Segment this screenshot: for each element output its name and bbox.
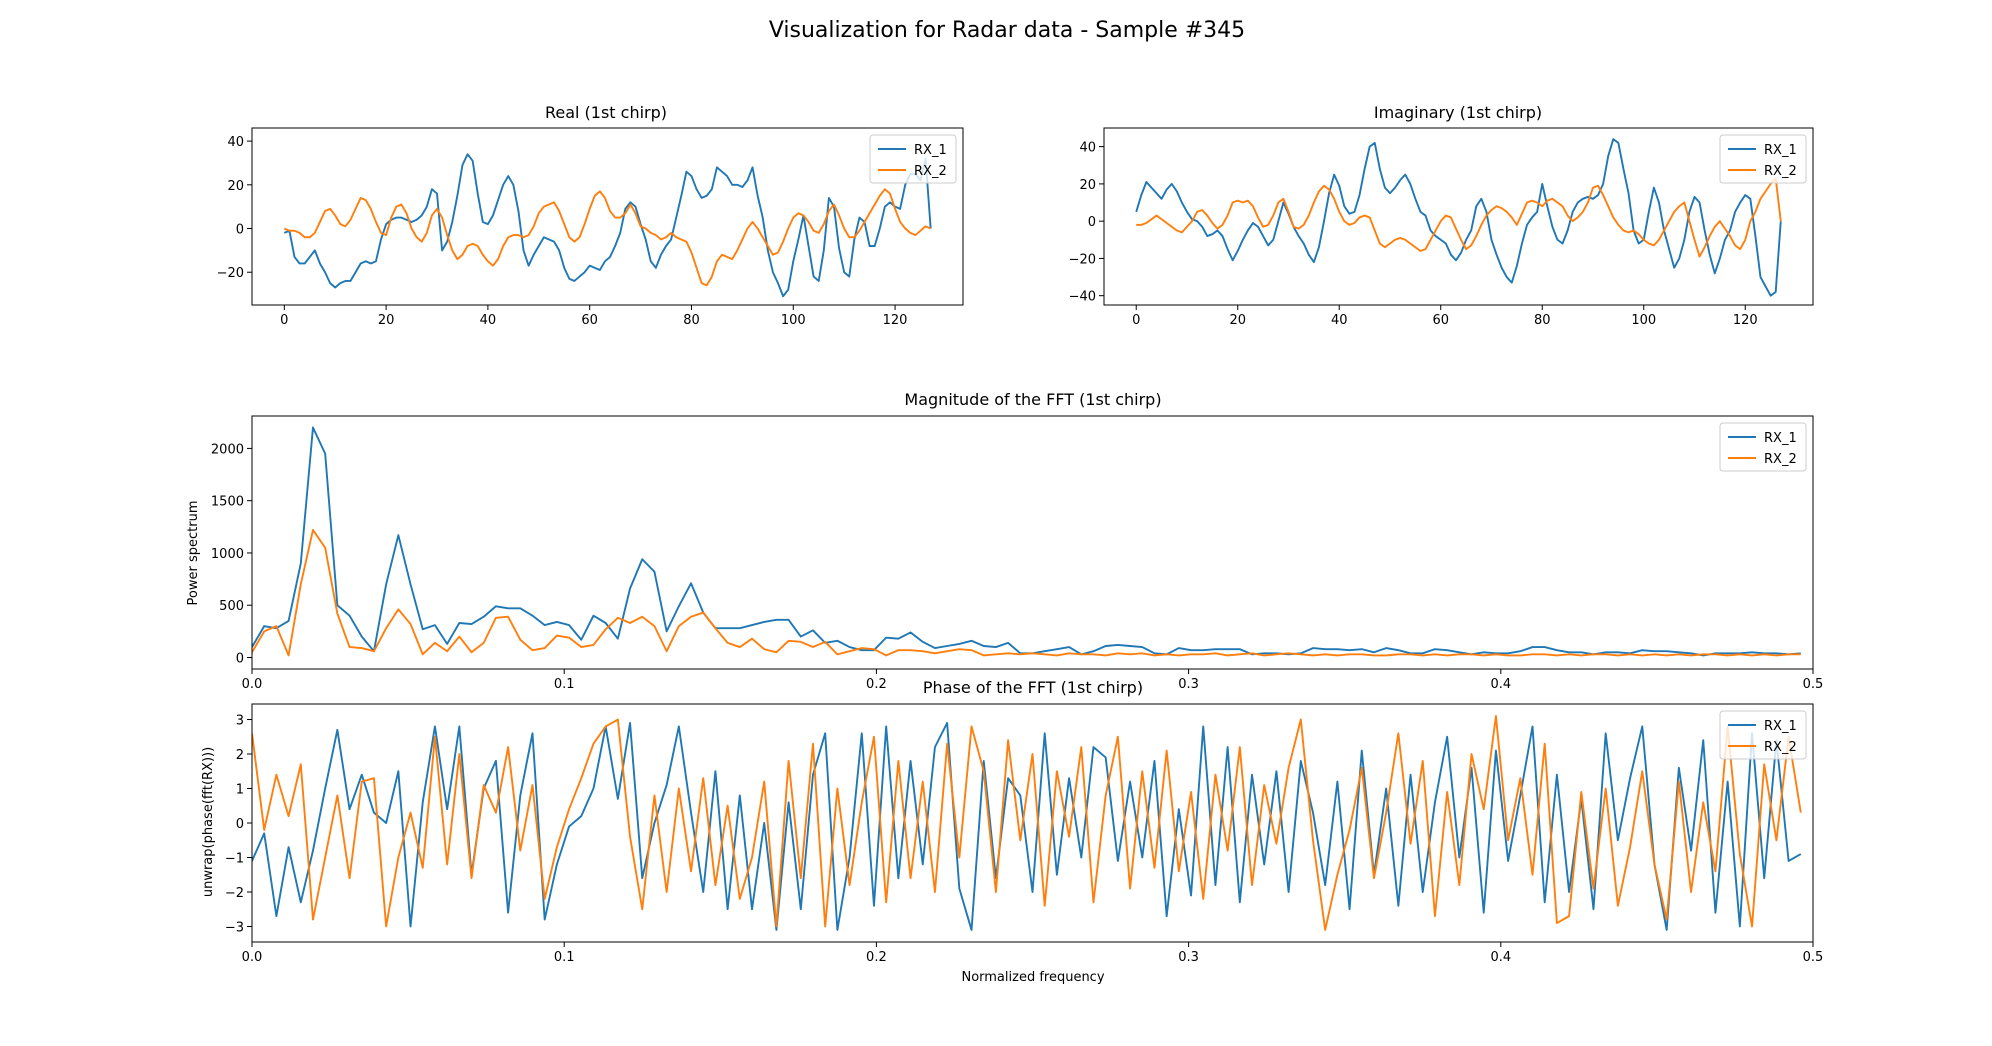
y-tick-label: −20 xyxy=(1069,252,1096,267)
x-tick-label: 100 xyxy=(1631,313,1656,328)
x-tick-label: 0.0 xyxy=(242,950,263,965)
figure-title: Visualization for Radar data - Sample #3… xyxy=(769,18,1245,43)
x-tick-label: 0.1 xyxy=(554,950,575,965)
y-tick-label: −2 xyxy=(225,886,244,901)
x-tick-label: 60 xyxy=(581,313,598,328)
x-tick-label: 0.5 xyxy=(1803,677,1824,692)
y-tick-label: 2000 xyxy=(211,442,244,457)
subplot-title-fft-magnitude: Magnitude of the FFT (1st chirp) xyxy=(904,390,1161,409)
legend-imag: RX_1 RX_2 xyxy=(1719,134,1807,184)
y-tick-label: 0 xyxy=(1088,215,1096,230)
x-tick-label: 0.5 xyxy=(1803,950,1824,965)
series-line-rx2-imag xyxy=(1136,177,1782,258)
y-tick-label: 0 xyxy=(236,223,244,238)
x-tick-label: 20 xyxy=(378,313,395,328)
legend-real: RX_1 RX_2 xyxy=(869,134,957,184)
x-tick-label: 0.3 xyxy=(1178,677,1199,692)
series-line-rx1-real xyxy=(283,153,932,298)
y-tick-label: 0 xyxy=(236,817,244,832)
x-tick-label: 0 xyxy=(1132,313,1140,328)
x-tick-label: 0.0 xyxy=(242,677,263,692)
x-tick-label: 0.4 xyxy=(1490,677,1511,692)
series-line-rx2-fft_phase xyxy=(252,715,1802,931)
y-tick-label: 20 xyxy=(1079,178,1096,193)
series-line-rx1-imag xyxy=(1135,138,1782,297)
xlabel-fft-phase: Normalized frequency xyxy=(961,970,1104,985)
axes-frame-real xyxy=(251,127,964,306)
y-tick-label: −40 xyxy=(1069,290,1096,305)
legend-label-rx2: RX_2 xyxy=(914,164,947,179)
legend-label-rx2: RX_2 xyxy=(1764,452,1797,467)
y-tick-label: 1500 xyxy=(211,495,244,510)
subplot-title-fft-phase: Phase of the FFT (1st chirp) xyxy=(923,678,1143,697)
x-tick-label: 0.2 xyxy=(866,950,887,965)
x-tick-label: 60 xyxy=(1432,313,1449,328)
y-tick-label: −1 xyxy=(225,851,244,866)
y-tick-label: 40 xyxy=(1079,141,1096,156)
y-tick-label: −20 xyxy=(217,266,244,281)
y-tick-label: 40 xyxy=(227,135,244,150)
x-tick-label: 100 xyxy=(781,313,806,328)
axes-frame-fft_mag xyxy=(251,415,1814,670)
subplot-title-real: Real (1st chirp) xyxy=(545,103,667,122)
x-tick-label: 0.2 xyxy=(866,677,887,692)
x-tick-label: 120 xyxy=(1733,313,1758,328)
y-tick-label: −3 xyxy=(225,920,244,935)
y-tick-label: 0 xyxy=(236,652,244,667)
subplot-real: Real (1st chirp) 0 20 40 60 80 100 120 −20 0 20 40… xyxy=(217,103,964,328)
legend-label-rx1: RX_1 xyxy=(914,143,947,158)
subplot-fft-magnitude: Magnitude of the FFT (1st chirp) Power s… xyxy=(186,390,1823,692)
y-tick-label: 2 xyxy=(236,748,244,763)
ylabel-fft-magnitude: Power spectrum xyxy=(186,501,201,606)
legend-fft_phase: RX_1 RX_2 xyxy=(1719,710,1807,760)
series-line-rx1-fft_phase xyxy=(252,722,1802,931)
x-tick-label: 0.1 xyxy=(554,677,575,692)
y-tick-label: 20 xyxy=(227,179,244,194)
y-tick-label: 1000 xyxy=(211,547,244,562)
x-tick-label: 0 xyxy=(280,313,288,328)
subplot-imaginary: Imaginary (1st chirp) 0 20 40 60 80 100 120 −40… xyxy=(1069,103,1814,328)
x-tick-label: 0.3 xyxy=(1178,950,1199,965)
ylabel-fft-phase: unwrap(phase(fft(RX))) xyxy=(201,747,216,897)
x-tick-label: 80 xyxy=(1534,313,1551,328)
legend-label-rx2: RX_2 xyxy=(1764,740,1797,755)
y-tick-label: 500 xyxy=(219,599,244,614)
axes-frame-imag xyxy=(1103,127,1814,306)
series-line-rx2-fft_mag xyxy=(252,529,1801,657)
legend-label-rx1: RX_1 xyxy=(1764,719,1797,734)
x-tick-label: 120 xyxy=(883,313,908,328)
y-tick-label: 1 xyxy=(236,783,244,798)
x-tick-label: 0.4 xyxy=(1490,950,1511,965)
subplot-title-imaginary: Imaginary (1st chirp) xyxy=(1374,103,1542,122)
legend-fft_mag: RX_1 RX_2 xyxy=(1719,422,1807,472)
legend-label-rx2: RX_2 xyxy=(1764,164,1797,179)
subplot-fft-phase: Phase of the FFT (1st chirp) unwrap(phas… xyxy=(201,678,1823,985)
x-tick-label: 80 xyxy=(683,313,700,328)
legend-label-rx1: RX_1 xyxy=(1764,431,1797,446)
legend-label-rx1: RX_1 xyxy=(1764,143,1797,158)
y-tick-label: 3 xyxy=(236,714,244,729)
x-tick-label: 40 xyxy=(480,313,497,328)
x-tick-label: 20 xyxy=(1229,313,1246,328)
series-line-rx2-real xyxy=(283,188,932,287)
x-tick-label: 40 xyxy=(1331,313,1348,328)
